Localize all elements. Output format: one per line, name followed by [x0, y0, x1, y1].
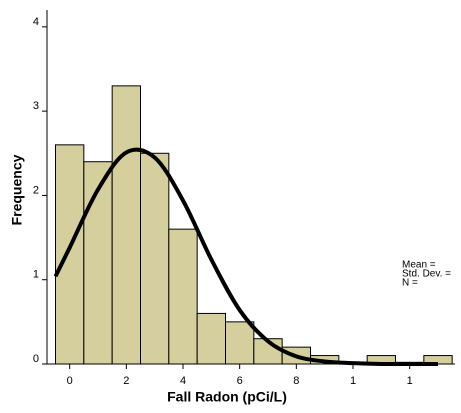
y-axis-label: Frequency	[9, 154, 25, 225]
x-tick-label: 1	[407, 375, 413, 387]
bar	[111, 85, 141, 365]
stat-label: N =	[402, 278, 418, 289]
bar	[55, 144, 85, 365]
x-tick-label: 6	[237, 375, 243, 387]
bar	[225, 321, 255, 365]
x-tick-label: 0	[67, 375, 73, 387]
y-tick-label: 0	[33, 353, 39, 365]
bar	[83, 161, 113, 365]
stat-label: Mean =	[402, 260, 436, 271]
y-tick-label: 2	[33, 184, 39, 196]
y-tick-label: 1	[33, 269, 39, 281]
bar	[196, 312, 227, 365]
x-tick-label: 1	[350, 375, 356, 387]
stat-label: Std. Dev. =	[402, 269, 451, 280]
bar	[140, 152, 170, 365]
x-axis-label: Fall Radon (pCi/L)	[167, 389, 287, 405]
x-tick-label: 4	[180, 375, 186, 387]
x-tick-label: 8	[293, 375, 299, 387]
y-tick-label: 3	[33, 100, 39, 112]
x-tick-label: 2	[123, 375, 129, 387]
bar	[168, 228, 198, 365]
y-tick-label: 4	[33, 16, 39, 28]
